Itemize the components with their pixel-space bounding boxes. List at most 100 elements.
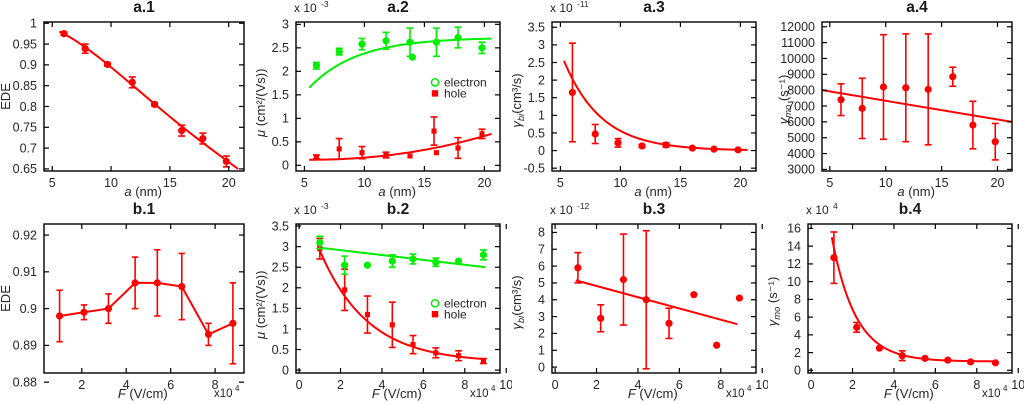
svg-text:0.88: 0.88 [13, 376, 37, 390]
svg-text:3: 3 [282, 18, 289, 32]
svg-text:-3: -3 [321, 0, 329, 9]
svg-text:4000: 4000 [787, 147, 815, 161]
svg-text:γbi(cm³/s): γbi(cm³/s) [512, 275, 526, 329]
svg-text:10: 10 [357, 176, 371, 190]
svg-text:b.2: b.2 [387, 202, 409, 218]
svg-text:EDE: EDE [0, 83, 13, 110]
svg-text:1: 1 [282, 112, 289, 126]
svg-text:-11: -11 [577, 0, 589, 9]
svg-text:2: 2 [538, 73, 545, 87]
svg-text:4: 4 [794, 328, 801, 342]
svg-text:15: 15 [417, 176, 431, 190]
svg-text:14: 14 [787, 239, 801, 253]
svg-text:10: 10 [1011, 378, 1024, 392]
svg-text:15: 15 [163, 176, 177, 190]
svg-text:a.4: a.4 [906, 0, 928, 16]
svg-text:0.85: 0.85 [13, 79, 37, 93]
svg-text:0.91: 0.91 [13, 265, 37, 279]
svg-text:1.5: 1.5 [528, 91, 545, 105]
svg-text:20: 20 [991, 176, 1005, 190]
svg-text:0.92: 0.92 [13, 228, 37, 242]
svg-text:0.5: 0.5 [528, 126, 545, 140]
svg-text:F (V/cm): F (V/cm) [628, 386, 678, 401]
svg-text:20: 20 [477, 176, 491, 190]
svg-text:12000: 12000 [780, 20, 815, 34]
svg-text:8: 8 [717, 378, 724, 392]
svg-text:a (nm): a (nm) [897, 184, 935, 199]
svg-text:a (nm): a (nm) [634, 184, 672, 199]
svg-text:μ (cm²/(Vs)): μ (cm²/(Vs)) [256, 69, 268, 139]
svg-text:6: 6 [794, 310, 801, 324]
svg-text:10: 10 [787, 275, 801, 289]
svg-text:4: 4 [833, 202, 838, 211]
svg-text:0.5: 0.5 [272, 135, 289, 149]
svg-text:0: 0 [538, 144, 545, 158]
svg-text:0: 0 [808, 378, 815, 392]
svg-text:6: 6 [538, 259, 545, 273]
svg-text:15: 15 [673, 176, 687, 190]
svg-text:2: 2 [78, 378, 85, 392]
svg-text:0: 0 [794, 364, 801, 378]
svg-text:0: 0 [552, 378, 559, 392]
svg-text:γbi(cm³/s): γbi(cm³/s) [512, 73, 526, 127]
svg-text:8: 8 [461, 378, 468, 392]
svg-text:γmo (s⁻¹): γmo (s⁻¹) [776, 75, 793, 125]
svg-text:0: 0 [282, 159, 289, 173]
svg-text:5000: 5000 [787, 131, 815, 145]
svg-text:1: 1 [30, 17, 37, 31]
svg-text:6: 6 [167, 378, 174, 392]
svg-text:0.75: 0.75 [13, 121, 37, 135]
svg-text:5: 5 [49, 176, 56, 190]
svg-text:0.5: 0.5 [272, 343, 289, 357]
svg-text:μ (cm²/(Vs)): μ (cm²/(Vs)) [256, 271, 268, 341]
svg-text:x 10: x 10 [550, 1, 573, 15]
svg-text:a.2: a.2 [387, 0, 409, 16]
svg-text:0: 0 [296, 378, 303, 392]
svg-text:x10: x10 [470, 388, 489, 400]
svg-text:5: 5 [538, 276, 545, 290]
svg-text:b.1: b.1 [133, 202, 156, 218]
svg-text:0.95: 0.95 [13, 37, 37, 51]
svg-text:1.5: 1.5 [272, 302, 289, 316]
svg-text:5: 5 [826, 176, 833, 190]
svg-text:5: 5 [301, 176, 308, 190]
svg-text:0.8: 0.8 [20, 100, 37, 114]
svg-text:2: 2 [282, 65, 289, 79]
svg-text:0.7: 0.7 [20, 141, 37, 155]
svg-text:γmo (s⁻¹): γmo (s⁻¹) [768, 277, 782, 327]
svg-text:2.5: 2.5 [528, 56, 545, 70]
svg-text:10: 10 [104, 176, 118, 190]
svg-text:4: 4 [491, 384, 496, 393]
svg-text:1: 1 [538, 109, 545, 123]
svg-text:hole: hole [444, 87, 467, 101]
svg-text:1: 1 [282, 322, 289, 336]
svg-text:10: 10 [499, 378, 512, 392]
svg-text:0.9: 0.9 [20, 58, 37, 72]
svg-text:11000: 11000 [781, 36, 815, 50]
svg-text:3.5: 3.5 [528, 21, 545, 35]
svg-text:F (V/cm): F (V/cm) [372, 386, 422, 401]
svg-text:2: 2 [593, 378, 600, 392]
svg-text:8: 8 [973, 378, 980, 392]
svg-text:20: 20 [733, 176, 747, 190]
svg-text:10: 10 [613, 176, 627, 190]
svg-text:-0.5: -0.5 [523, 161, 545, 175]
svg-text:0.65: 0.65 [13, 162, 37, 176]
svg-text:F (V/cm): F (V/cm) [884, 386, 934, 401]
svg-text:b.3: b.3 [643, 202, 666, 218]
svg-text:1: 1 [538, 344, 545, 358]
svg-text:3000: 3000 [787, 163, 815, 177]
svg-text:x10: x10 [726, 388, 745, 400]
svg-text:hole: hole [444, 308, 467, 322]
svg-text:2: 2 [538, 327, 545, 341]
svg-text:20: 20 [222, 176, 236, 190]
svg-text:-12: -12 [577, 202, 590, 211]
svg-text:8: 8 [538, 226, 545, 240]
svg-text:x10: x10 [214, 388, 233, 400]
svg-text:x 10: x 10 [294, 203, 317, 217]
svg-text:4: 4 [235, 384, 240, 393]
svg-text:2: 2 [282, 281, 289, 295]
svg-text:b.4: b.4 [899, 202, 922, 218]
svg-text:a (nm): a (nm) [378, 184, 416, 199]
svg-text:4: 4 [747, 384, 752, 393]
